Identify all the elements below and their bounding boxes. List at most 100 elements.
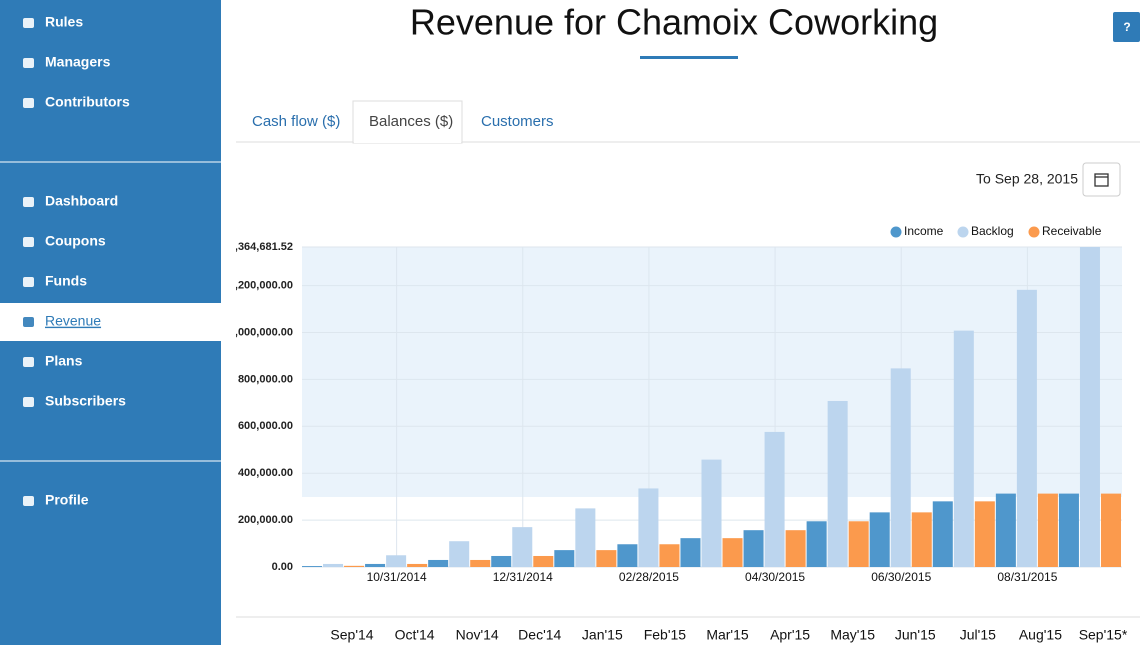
y-tick-label: 400,000.00 <box>238 467 293 479</box>
nav-item[interactable]: Contributors <box>45 94 130 110</box>
tab[interactable]: Balances ($) <box>369 113 453 130</box>
bar <box>617 544 638 567</box>
x-tick-label: Sep'14 <box>330 627 373 643</box>
x-tick-label: Apr'15 <box>770 627 810 643</box>
bar <box>512 527 533 567</box>
bar <box>323 563 344 567</box>
bar <box>890 368 911 567</box>
bar <box>470 559 491 567</box>
x-tick-label: Jun'15 <box>895 627 936 643</box>
bar <box>974 501 995 567</box>
x-tick-label: Aug'15 <box>1019 627 1062 643</box>
legend-swatch <box>890 226 902 238</box>
bar <box>386 555 407 567</box>
bar <box>680 538 701 567</box>
nav-item[interactable]: Revenue <box>45 313 101 329</box>
nav-active-bg <box>0 303 221 341</box>
nav-item[interactable]: Rules <box>45 14 83 30</box>
nav-icon <box>23 237 34 247</box>
x-date-label: 12/31/2014 <box>493 570 553 584</box>
legend-swatch <box>957 226 969 238</box>
bar <box>722 538 743 567</box>
x-tick-label: May'15 <box>830 627 875 643</box>
x-tick-label: Jul'15 <box>960 627 996 643</box>
bar <box>449 541 470 567</box>
title-underline <box>640 56 738 59</box>
bar <box>1016 289 1037 567</box>
x-date-label: 04/30/2015 <box>745 570 805 584</box>
x-date-label: 06/30/2015 <box>871 570 931 584</box>
bar <box>953 330 974 567</box>
bar <box>407 563 428 567</box>
bar <box>1037 493 1058 567</box>
bar <box>911 512 932 567</box>
bar <box>344 565 365 567</box>
nav-icon <box>23 397 34 407</box>
y-tick-label: 800,000.00 <box>238 373 293 385</box>
x-tick-label: Feb'15 <box>644 627 687 643</box>
date-filter: To Sep 28, 2015 <box>976 171 1078 187</box>
x-tick-label: Nov'14 <box>456 627 499 643</box>
nav-item[interactable]: Subscribers <box>45 393 126 409</box>
x-tick-label: Mar'15 <box>706 627 749 643</box>
bar <box>1100 493 1121 567</box>
nav-item[interactable]: Profile <box>45 492 89 508</box>
tab-active <box>352 100 463 144</box>
calendar-button[interactable] <box>1082 162 1121 197</box>
x-date-label: 10/31/2014 <box>367 570 427 584</box>
bar <box>638 488 659 567</box>
nav-item[interactable]: Plans <box>45 353 83 369</box>
bar <box>575 508 596 567</box>
bar <box>995 493 1016 567</box>
calendar-icon[interactable] <box>1094 173 1109 187</box>
page-title: Revenue for Chamoix Coworking <box>410 2 938 43</box>
y-axis: 0.00 200,000.00 400,000.00 600,000.00 800,00… <box>229 241 293 573</box>
bar <box>491 555 512 567</box>
bar <box>932 501 953 567</box>
y-tick-label: 1,364,681.52 <box>229 241 293 253</box>
x-tick-label: Oct'14 <box>395 627 435 643</box>
bar <box>365 563 386 567</box>
bar <box>533 555 554 567</box>
nav-icon <box>23 317 34 327</box>
y-tick-label: 1,200,000.00 <box>229 280 293 292</box>
x-tick-label: Dec'14 <box>518 627 561 643</box>
x-date-label: 02/28/2015 <box>619 570 679 584</box>
bar <box>302 566 323 567</box>
plot-highlight <box>302 247 1122 497</box>
nav-icon <box>23 18 34 28</box>
bar <box>659 544 680 567</box>
nav-item[interactable]: Managers <box>45 54 111 70</box>
tab[interactable]: Customers <box>481 113 554 130</box>
nav-icon <box>23 277 34 287</box>
help-button[interactable] <box>1113 12 1140 42</box>
nav-item[interactable]: Funds <box>45 273 87 289</box>
bar <box>1079 247 1100 567</box>
nav-icon <box>23 197 34 207</box>
bar <box>869 512 890 567</box>
bar <box>806 521 827 567</box>
legend-label: Backlog <box>971 224 1014 238</box>
x-date-label: 08/31/2015 <box>997 570 1057 584</box>
x-tick-label: Jan'15 <box>582 627 623 643</box>
bar <box>428 559 449 567</box>
nav-item[interactable]: Coupons <box>45 233 106 249</box>
bar <box>701 459 722 567</box>
legend-label: Receivable <box>1042 224 1102 238</box>
bar <box>764 431 785 567</box>
y-tick-label: 0.00 <box>272 561 293 573</box>
help-label[interactable]: ? <box>1123 20 1130 34</box>
nav-icon <box>23 58 34 68</box>
bar <box>1058 493 1079 567</box>
y-tick-label: 1,000,000.00 <box>229 326 293 338</box>
nav-item[interactable]: Dashboard <box>45 193 118 209</box>
y-tick-label: 600,000.00 <box>238 420 293 432</box>
bar <box>743 530 764 567</box>
bar <box>596 550 617 567</box>
bar <box>848 521 869 567</box>
nav-icon <box>23 496 34 506</box>
y-tick-label: 200,000.00 <box>238 514 293 526</box>
tab[interactable]: Cash flow ($) <box>252 113 340 130</box>
